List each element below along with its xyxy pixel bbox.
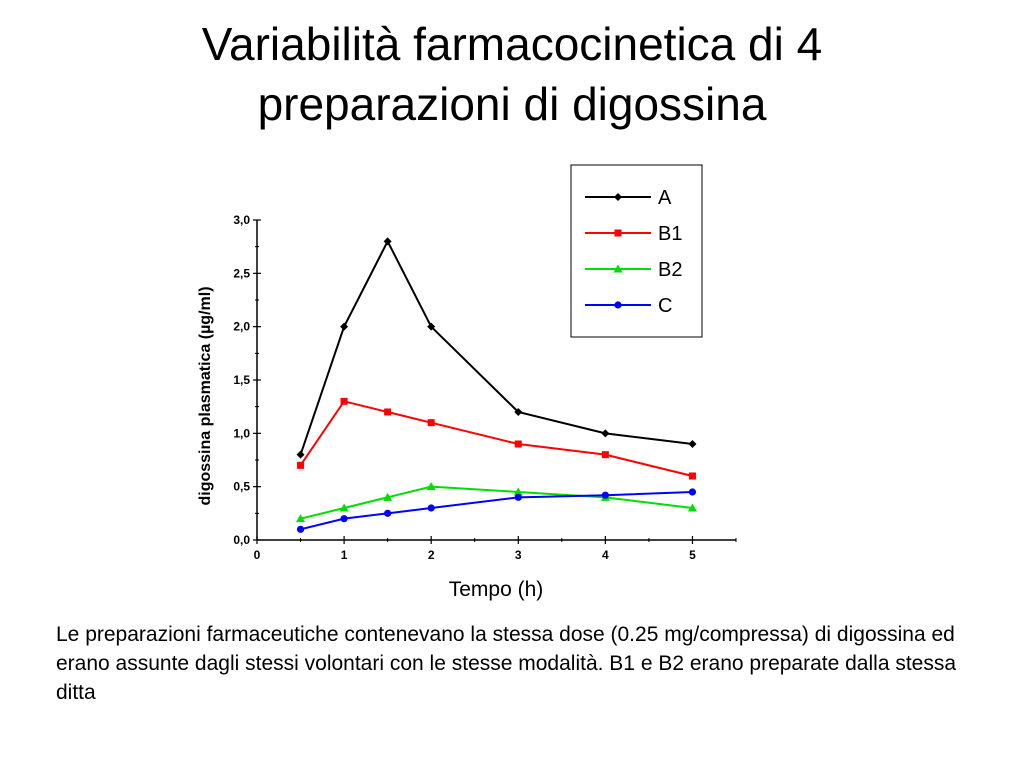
series-b2-point: [426, 482, 436, 491]
chart-axes: 0,0 0,5 1,0 1,5 2,0 2,5 3,0 0 1 2 3 4 5: [233, 213, 737, 562]
series-a-point: [514, 408, 523, 416]
series-a-point: [688, 440, 697, 448]
legend-a-marker: [614, 193, 622, 201]
series-b2-line: [300, 485, 693, 520]
series-a-point: [427, 322, 436, 331]
y-tick-label: 3,0: [233, 213, 250, 227]
series-b1-point: [427, 419, 435, 427]
series-c-point: [340, 515, 348, 523]
y-tick-label: 0,5: [233, 480, 250, 494]
series-c-point: [384, 509, 392, 517]
y-axis-label: digossina plasmatica (µg/ml): [197, 286, 214, 505]
title-line-1: Variabilità farmacocinetica di 4: [201, 18, 823, 70]
series-c-point: [688, 488, 697, 496]
series-b1-point: [601, 451, 609, 459]
legend-b2-label: B2: [658, 259, 682, 281]
x-tick-label: 3: [515, 548, 522, 562]
series-b1-point: [688, 472, 696, 480]
legend-box: [570, 164, 703, 338]
x-tick-label: 5: [689, 548, 696, 562]
series-b1-point: [297, 461, 305, 469]
y-tick-label: 2,0: [233, 320, 250, 334]
series-c-point: [296, 525, 305, 533]
series-c-point: [601, 491, 609, 499]
y-tick-label: 0,0: [233, 533, 250, 547]
title-line-2: preparazioni di digossina: [257, 78, 767, 130]
series-a-point: [601, 429, 610, 438]
chart-legend: A B1 B2 C: [570, 164, 703, 338]
y-tick-label: 2,5: [233, 266, 250, 280]
x-tick-label: 4: [602, 548, 609, 562]
series-c-point: [514, 493, 522, 501]
chart: 0,0 0,5 1,0 1,5 2,0 2,5 3,0 0 1 2 3 4 5 A B1 B2 C digos…: [197, 164, 737, 601]
series-b1-point: [340, 397, 348, 405]
legend-b1-label: B1: [658, 223, 682, 245]
series-b2-point: [513, 487, 523, 496]
series-a-point: [296, 450, 305, 459]
series-b1-point: [514, 440, 522, 448]
legend-c-label: C: [658, 295, 672, 317]
series-b2-point: [339, 503, 349, 512]
x-axis-label: Tempo (h): [449, 578, 544, 601]
series-b2-point: [296, 514, 306, 523]
chart-series: [296, 237, 697, 533]
series-c-point: [427, 504, 435, 512]
series-a-point: [340, 322, 349, 331]
series-b2-point: [383, 492, 393, 501]
legend-b1-marker: [614, 229, 622, 237]
legend-a-label: A: [658, 187, 672, 209]
slide-title: Variabilità farmacocinetica di 4 prepara…: [0, 14, 1024, 134]
series-b1-line: [299, 400, 693, 477]
legend-b2-marker: [613, 264, 623, 273]
x-tick-label: 0: [254, 548, 261, 562]
series-b1-point: [384, 408, 392, 416]
y-tick-label: 1,0: [233, 426, 250, 440]
legend-c-marker: [614, 301, 622, 309]
caption-text: Le preparazioni farmaceutiche contenevan…: [56, 623, 957, 704]
x-tick-label: 2: [428, 548, 435, 562]
series-a-point: [383, 237, 392, 246]
series-b2-point: [687, 503, 697, 512]
y-tick-label: 1,5: [233, 373, 250, 387]
x-tick-label: 1: [341, 548, 348, 562]
series-c-line: [300, 491, 693, 531]
